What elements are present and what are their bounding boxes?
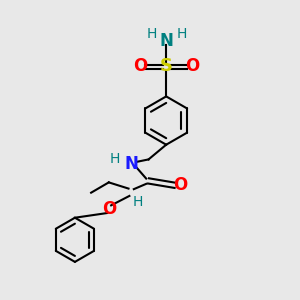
Text: H: H (110, 152, 120, 166)
Text: N: N (125, 155, 139, 173)
Text: H: H (177, 27, 187, 41)
Text: O: O (102, 200, 116, 218)
Text: O: O (134, 57, 148, 75)
Text: O: O (173, 176, 188, 194)
Text: H: H (146, 27, 157, 41)
Text: O: O (185, 57, 199, 75)
Text: S: S (160, 57, 173, 75)
Text: N: N (159, 32, 173, 50)
Text: H: H (133, 195, 143, 209)
